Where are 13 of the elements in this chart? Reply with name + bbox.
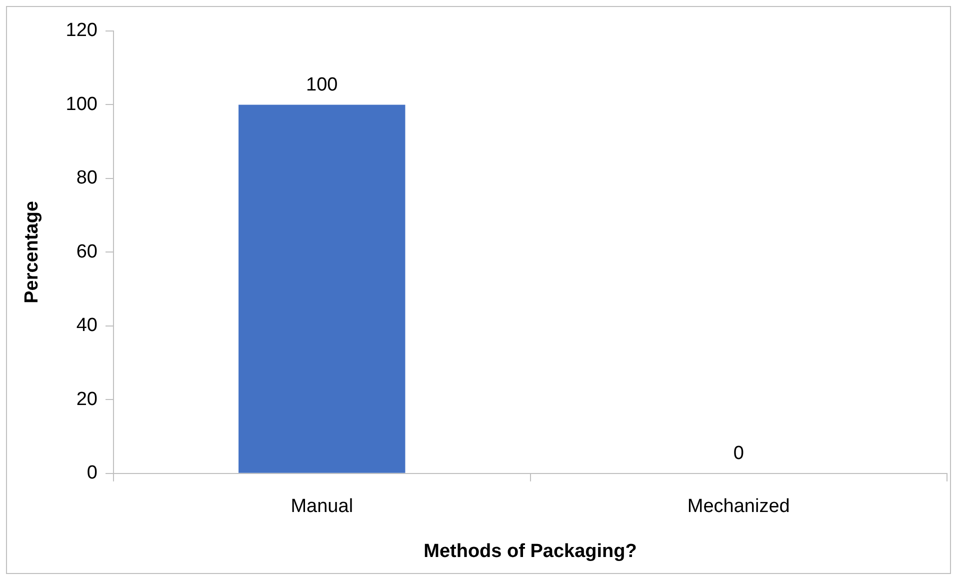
y-tick-label: 60: [76, 241, 98, 262]
data-label: 0: [733, 443, 744, 464]
y-tick-label: 120: [66, 20, 98, 42]
data-label: 100: [306, 74, 338, 96]
y-tick-label: 80: [76, 168, 98, 189]
x-axis-title: Methods of Packaging?: [424, 540, 637, 562]
y-tick-label: 0: [86, 462, 98, 484]
y-axis-title: Percentage: [22, 200, 43, 304]
y-tick-label: 100: [66, 94, 98, 115]
x-tick-label: Mechanized: [687, 496, 790, 518]
y-tick-label: 40: [76, 315, 98, 336]
y-tick-label: 20: [76, 388, 98, 410]
x-tick-label: Manual: [290, 496, 354, 518]
